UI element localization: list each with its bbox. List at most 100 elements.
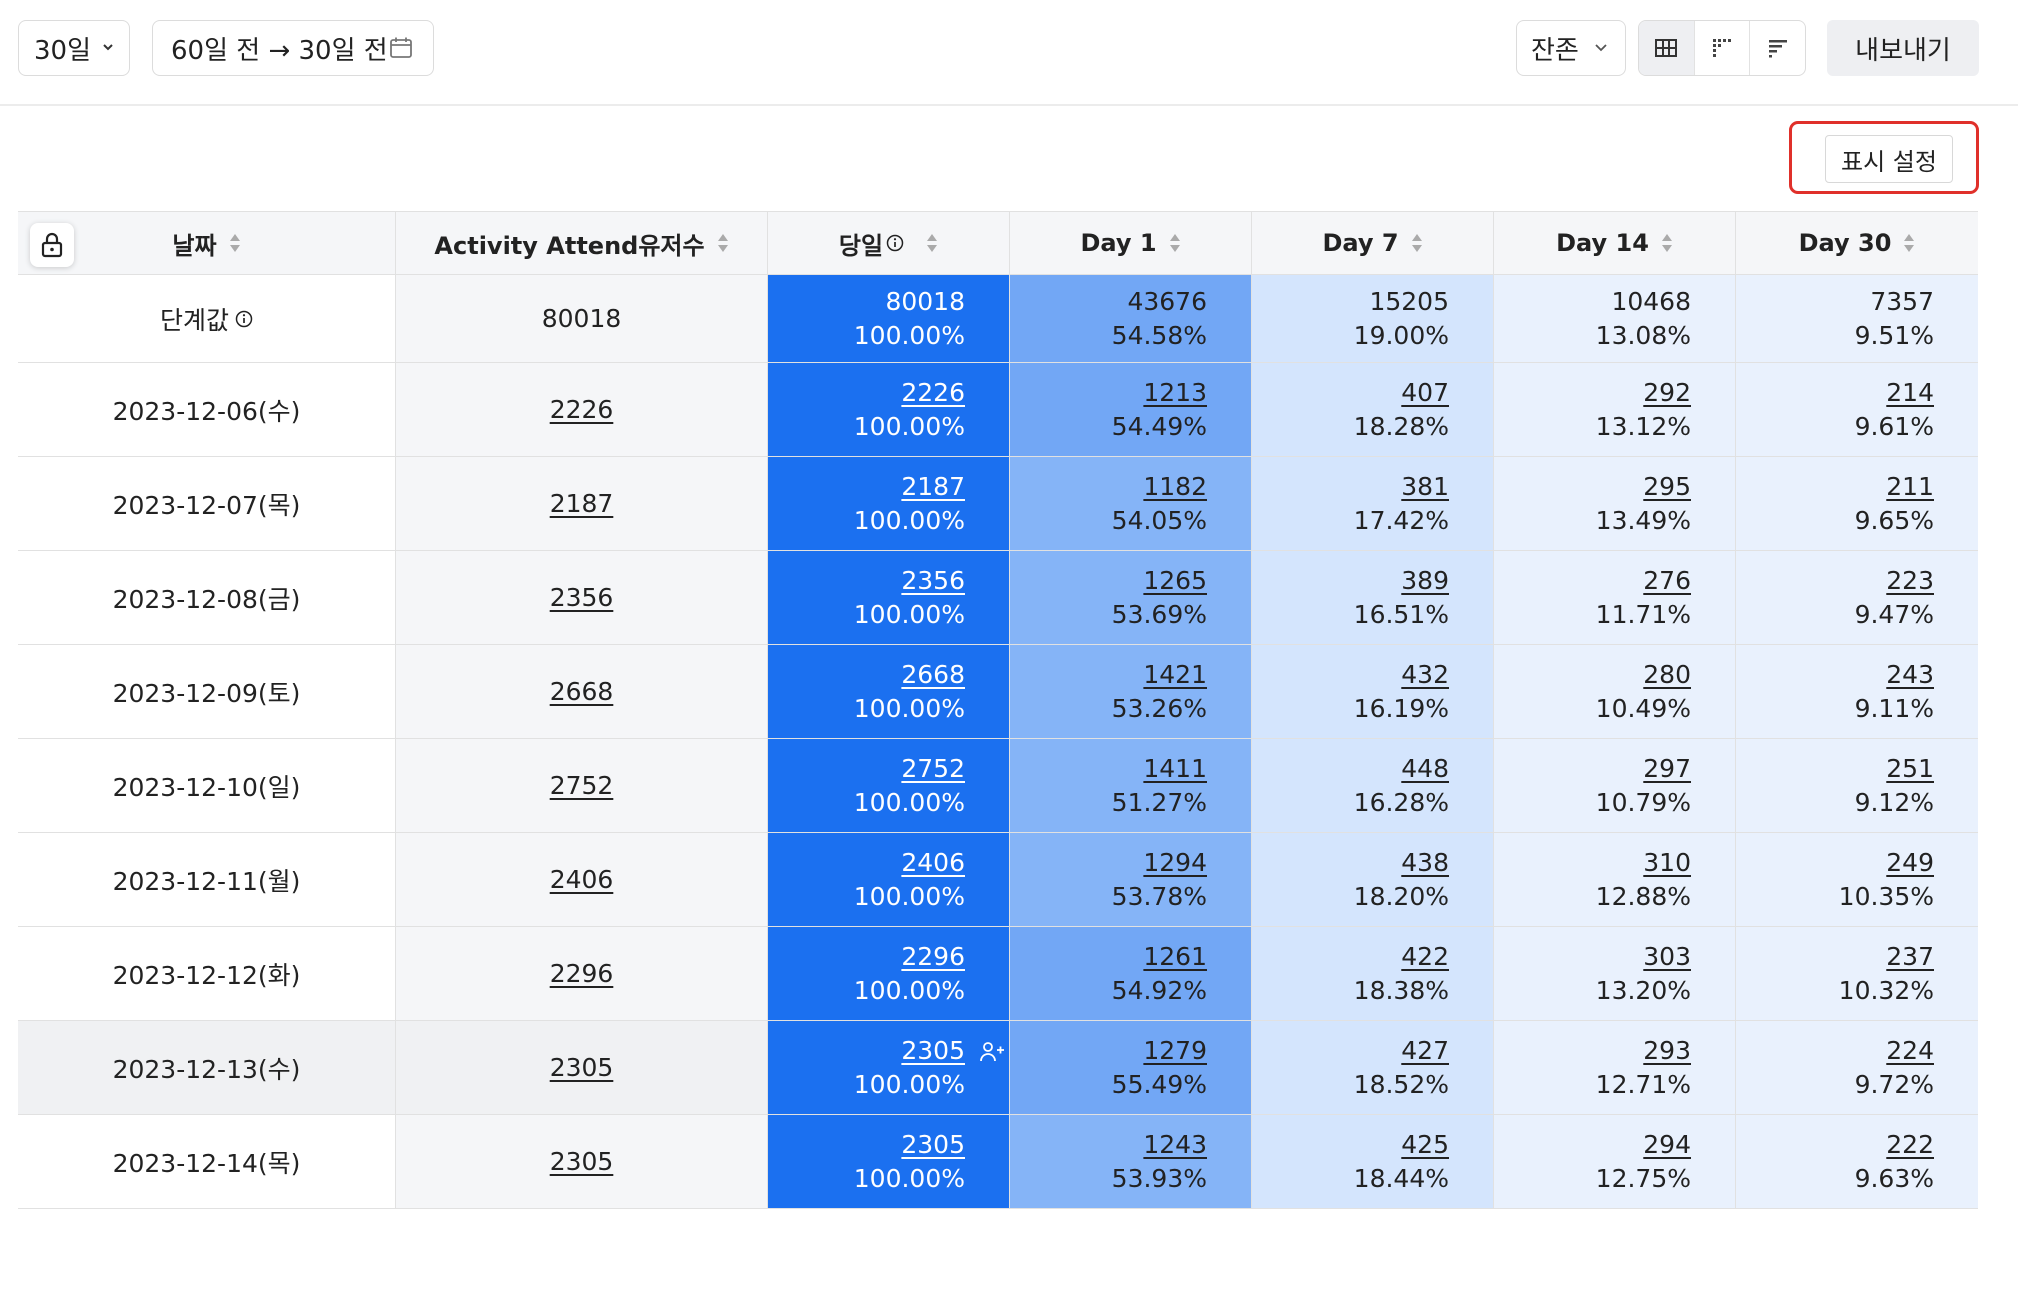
sort-icon [1411, 234, 1422, 252]
cell-pct: 100.00% [853, 505, 965, 535]
cell-pct: 53.93% [1111, 1163, 1207, 1193]
header-users[interactable]: Activity Attend유저수 [396, 212, 768, 274]
sort-icon [1904, 234, 1915, 252]
cell-value-link[interactable]: 2406 [901, 847, 965, 877]
cell-value-link[interactable]: 292 [1643, 377, 1691, 407]
table-header: 날짜 Activity Attend유저수 당일 Day 1 Day 7 Day… [18, 211, 1978, 275]
cell-value-link[interactable]: 251 [1886, 753, 1934, 783]
retention-cell-day1: 1243 53.93% [1010, 1115, 1252, 1208]
retention-cell-day1: 1294 53.78% [1010, 833, 1252, 926]
row-users-link[interactable]: 2305 [549, 1147, 614, 1176]
cell-value-link[interactable]: 1261 [1143, 941, 1207, 971]
row-date: 2023-12-12(화) [112, 960, 301, 990]
cell-value-link[interactable]: 237 [1886, 941, 1934, 971]
cell-value-link[interactable]: 295 [1643, 471, 1691, 501]
cell-pct: 9.47% [1854, 599, 1934, 629]
cell-value-link[interactable]: 2187 [901, 471, 965, 501]
retention-cell-day30: 222 9.63% [1736, 1115, 1978, 1208]
header-day30[interactable]: Day 30 [1736, 212, 1978, 274]
row-users-link[interactable]: 2305 [549, 1053, 614, 1082]
row-users-link[interactable]: 2356 [549, 583, 614, 612]
cell-value-link[interactable]: 407 [1401, 377, 1449, 407]
row-users-link[interactable]: 2406 [549, 865, 614, 894]
display-settings-button[interactable]: 표시 설정 [1825, 135, 1953, 183]
table-row: 2023-12-11(월) 2406 2406 100.00% 1294 53.78% 43… [18, 833, 1978, 927]
cell-value-link[interactable]: 1421 [1143, 659, 1207, 689]
date-range-picker[interactable]: 60일 전 → 30일 전 [152, 20, 434, 76]
cell-value-link[interactable]: 427 [1401, 1035, 1449, 1065]
table-row: 2023-12-10(일) 2752 2752 100.00% 1411 51.27% 44… [18, 739, 1978, 833]
stair-view-button[interactable] [1750, 21, 1805, 75]
cell-pct: 54.05% [1111, 505, 1207, 535]
cell-value-link[interactable]: 1411 [1143, 753, 1207, 783]
cell-value-link[interactable]: 2752 [901, 753, 965, 783]
cell-value-link[interactable]: 422 [1401, 941, 1449, 971]
row-users-link[interactable]: 2187 [549, 489, 614, 518]
users-cell: 2296 [396, 927, 768, 1020]
cell-pct: 10.79% [1595, 787, 1691, 817]
cell-value-link[interactable]: 249 [1886, 847, 1934, 877]
cell-value-link[interactable]: 223 [1886, 565, 1934, 595]
add-user-icon[interactable] [979, 1041, 1005, 1063]
cell-value-link[interactable]: 2356 [901, 565, 965, 595]
info-icon [235, 310, 253, 327]
cell-value-link[interactable]: 2226 [901, 377, 965, 407]
retention-cell-day14: 297 10.79% [1494, 739, 1736, 832]
cell-value-link[interactable]: 448 [1401, 753, 1449, 783]
cell-value-link[interactable]: 425 [1401, 1129, 1449, 1159]
period-dropdown[interactable]: 30일 [18, 20, 130, 76]
cell-value-link[interactable]: 211 [1886, 471, 1934, 501]
cell-value-link[interactable]: 2668 [901, 659, 965, 689]
export-button[interactable]: 내보내기 [1827, 20, 1979, 76]
cell-value-link[interactable]: 297 [1643, 753, 1691, 783]
lock-button[interactable] [30, 223, 74, 267]
header-day14[interactable]: Day 14 [1494, 212, 1736, 274]
cell-pct: 19.00% [1353, 320, 1449, 350]
header-day0[interactable]: 당일 [768, 212, 1010, 274]
baseline-cell-day14: 10468 13.08% [1494, 275, 1736, 362]
cell-value-link[interactable]: 243 [1886, 659, 1934, 689]
triangle-view-button[interactable] [1695, 21, 1751, 75]
retention-cell-day0: 2356 100.00% [768, 551, 1010, 644]
cell-value-link[interactable]: 1213 [1143, 377, 1207, 407]
header-day7[interactable]: Day 7 [1252, 212, 1494, 274]
users-cell: 2305 [396, 1021, 768, 1114]
cell-value-link[interactable]: 1294 [1143, 847, 1207, 877]
cell-value-link[interactable]: 389 [1401, 565, 1449, 595]
cell-value-link[interactable]: 432 [1401, 659, 1449, 689]
cell-value: 7357 [1870, 286, 1934, 316]
cell-value-link[interactable]: 1182 [1143, 471, 1207, 501]
cell-value-link[interactable]: 214 [1886, 377, 1934, 407]
cell-pct: 54.58% [1111, 320, 1207, 350]
users-cell: 2356 [396, 551, 768, 644]
cell-value-link[interactable]: 276 [1643, 565, 1691, 595]
cell-pct: 10.35% [1838, 881, 1934, 911]
cell-value-link[interactable]: 293 [1643, 1035, 1691, 1065]
cell-value-link[interactable]: 280 [1643, 659, 1691, 689]
sort-icon [1169, 234, 1180, 252]
cell-value-link[interactable]: 222 [1886, 1129, 1934, 1159]
metric-type-dropdown[interactable]: 잔존 [1516, 20, 1626, 76]
row-users-link[interactable]: 2752 [549, 771, 614, 800]
cell-value-link[interactable]: 2305 [901, 1035, 965, 1065]
cell-pct: 16.28% [1353, 787, 1449, 817]
cell-value-link[interactable]: 2305 [901, 1129, 965, 1159]
row-users-link[interactable]: 2668 [549, 677, 614, 706]
cell-value-link[interactable]: 1279 [1143, 1035, 1207, 1065]
cell-value-link[interactable]: 303 [1643, 941, 1691, 971]
table-view-button[interactable] [1639, 21, 1695, 75]
cell-value-link[interactable]: 1265 [1143, 565, 1207, 595]
cell-value-link[interactable]: 438 [1401, 847, 1449, 877]
cell-value-link[interactable]: 2296 [901, 941, 965, 971]
header-date[interactable]: 날짜 [18, 212, 396, 274]
retention-cell-day30: 249 10.35% [1736, 833, 1978, 926]
cell-value-link[interactable]: 224 [1886, 1035, 1934, 1065]
header-label: Day 7 [1322, 229, 1399, 257]
row-users-link[interactable]: 2226 [549, 395, 614, 424]
cell-value-link[interactable]: 1243 [1143, 1129, 1207, 1159]
cell-value-link[interactable]: 310 [1643, 847, 1691, 877]
cell-value-link[interactable]: 381 [1401, 471, 1449, 501]
header-day1[interactable]: Day 1 [1010, 212, 1252, 274]
cell-value-link[interactable]: 294 [1643, 1129, 1691, 1159]
row-users-link[interactable]: 2296 [549, 959, 614, 988]
